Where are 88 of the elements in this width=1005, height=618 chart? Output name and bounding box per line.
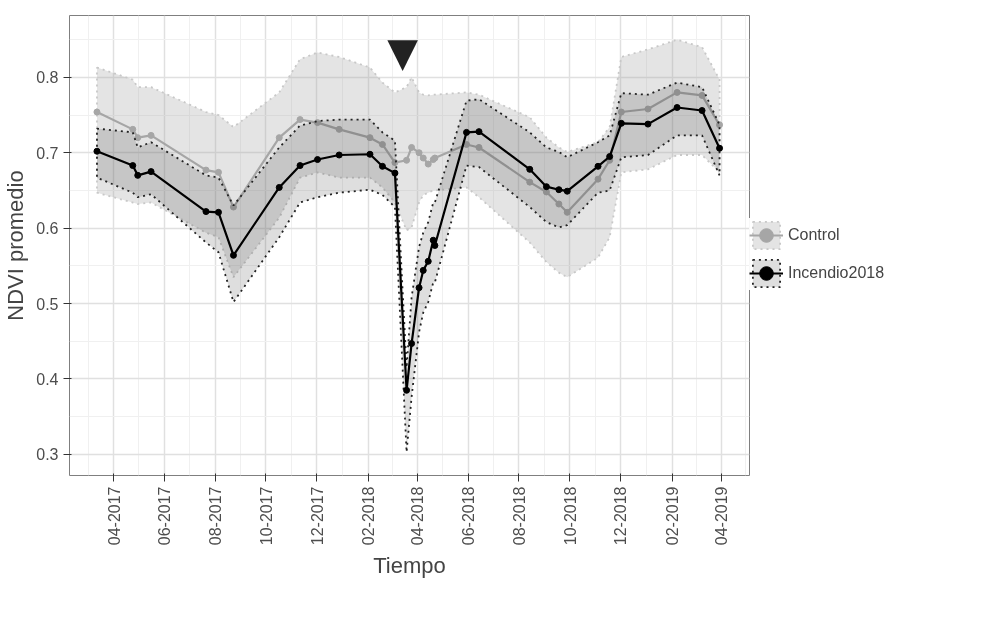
point (463, 140, 471, 148)
point (716, 121, 724, 129)
point (314, 156, 322, 164)
x-tick-label: 12-2018 (612, 486, 630, 546)
point (403, 386, 411, 394)
x-tick-label: 06-2018 (460, 486, 478, 546)
point (408, 340, 416, 348)
point (673, 104, 681, 111)
point (644, 105, 652, 113)
point (202, 166, 210, 174)
point (314, 119, 322, 127)
point (275, 183, 283, 191)
x-tick-label: 12-2017 (308, 486, 326, 546)
legend-label: Control (788, 226, 840, 244)
point (229, 203, 237, 211)
x-tick-label: 04-2019 (713, 486, 731, 546)
point (617, 108, 625, 116)
point (594, 162, 602, 170)
x-tick-label: 10-2018 (561, 486, 579, 546)
point (475, 128, 483, 136)
point (147, 168, 155, 176)
point (415, 149, 423, 157)
point (555, 200, 563, 208)
x-tick-label: 02-2019 (664, 486, 682, 546)
point (463, 128, 471, 136)
point (673, 88, 681, 96)
point (424, 160, 432, 168)
point (644, 120, 652, 128)
point (134, 134, 142, 142)
point (93, 147, 101, 155)
point (716, 144, 724, 152)
point (415, 284, 423, 292)
point (617, 119, 625, 127)
point (542, 188, 550, 196)
point (93, 108, 101, 116)
point (391, 159, 399, 167)
legend-label: Incendio2018 (788, 264, 885, 282)
point (275, 134, 283, 142)
point (563, 187, 571, 195)
point (429, 236, 437, 244)
x-tick-label: 04-2018 (409, 486, 427, 546)
point (214, 208, 222, 216)
point (408, 143, 416, 151)
x-tick-label: 10-2017 (257, 486, 275, 546)
point (366, 134, 374, 142)
x-tick-label: 08-2017 (207, 486, 225, 546)
point (563, 208, 571, 216)
point (698, 91, 706, 99)
point (419, 266, 427, 274)
point (391, 169, 399, 177)
point (403, 156, 411, 164)
point (147, 131, 155, 139)
y-tick-label: 0.4 (36, 370, 59, 388)
point (424, 257, 432, 265)
y-tick-label: 0.5 (36, 295, 59, 313)
x-tick-label: 02-2018 (360, 486, 378, 546)
point (129, 162, 137, 170)
point (526, 178, 534, 186)
y-axis-title: NDVI promedio (3, 170, 29, 321)
annotation: ▼ (387, 29, 419, 76)
point (296, 162, 304, 170)
point (202, 208, 210, 216)
point (431, 242, 439, 249)
y-tick-label: 0.3 (36, 446, 59, 464)
point (214, 168, 222, 176)
point (378, 162, 386, 170)
point (366, 150, 374, 158)
point (698, 107, 706, 115)
point (378, 140, 386, 148)
point (542, 183, 550, 191)
point (335, 125, 343, 133)
point (134, 171, 142, 179)
x-axis-title: Tiempo (373, 553, 446, 579)
y-tick-label: 0.7 (36, 144, 59, 162)
point (526, 165, 534, 173)
point (555, 186, 563, 194)
point (296, 116, 304, 124)
point (229, 251, 237, 259)
x-tick-label: 04-2017 (105, 486, 123, 546)
y-tick-label: 0.6 (36, 220, 59, 238)
x-tick-label: 06-2017 (156, 486, 174, 546)
point (129, 125, 137, 133)
point (419, 154, 427, 162)
point (475, 143, 483, 151)
point (594, 175, 602, 183)
y-tick-label: 0.8 (36, 69, 59, 87)
point (335, 151, 343, 159)
x-tick-label: 08-2018 (510, 486, 528, 546)
